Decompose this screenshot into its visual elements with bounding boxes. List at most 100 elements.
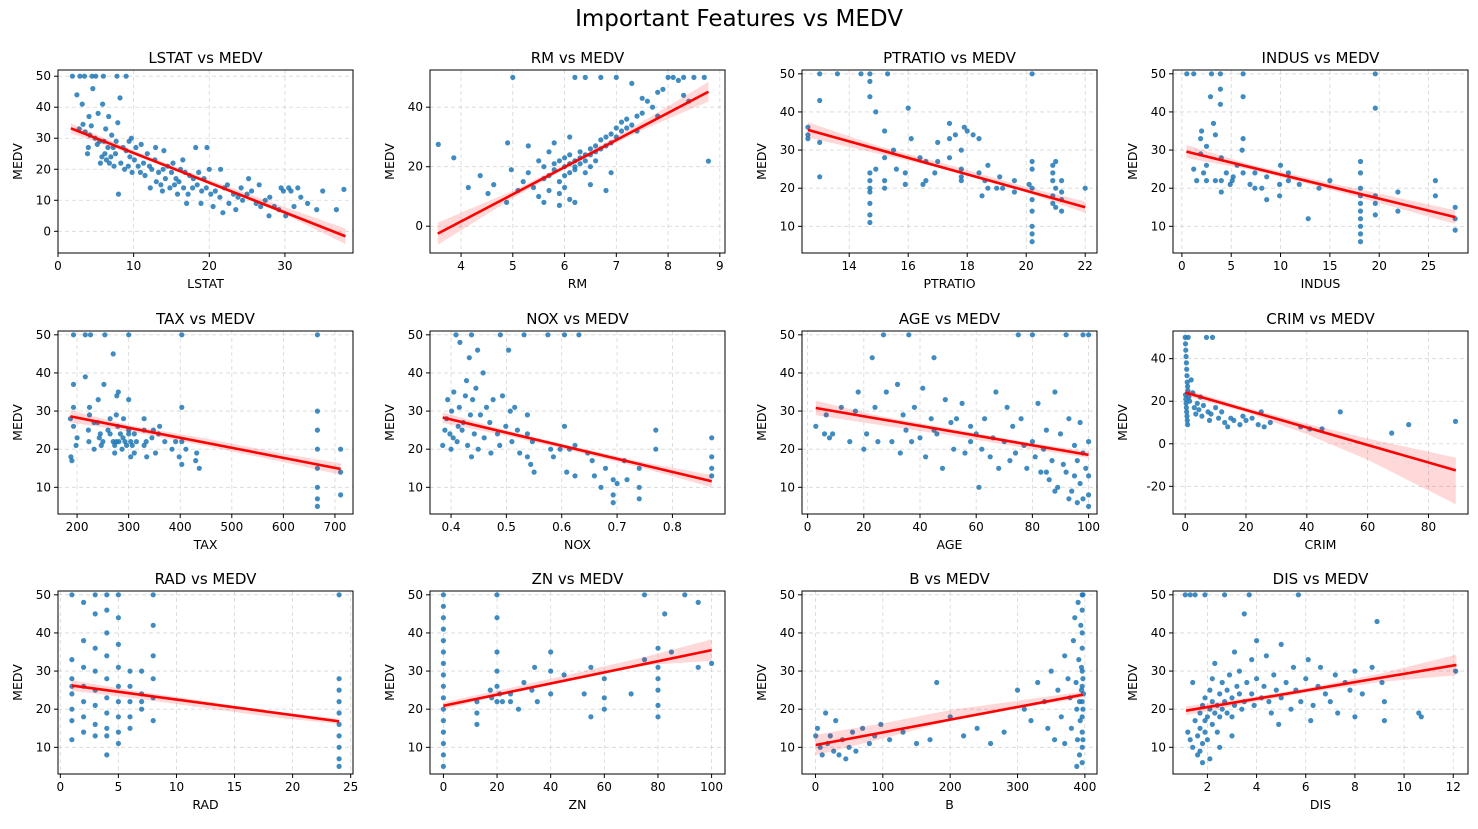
scatter-point — [1212, 710, 1218, 716]
scatter-point — [1243, 417, 1249, 423]
subplot: 2 4 6 8 10 12 10 20 30 40 50 DIS vs MEDV DIS MEDV — [1125, 570, 1469, 812]
y-axis-label: MEDV — [382, 664, 397, 701]
scatter-point — [588, 664, 594, 670]
scatter-point — [668, 649, 675, 655]
scatter-point — [520, 179, 526, 185]
scatter-point — [598, 74, 604, 80]
scatter-point — [653, 427, 659, 433]
scatter-point — [979, 193, 985, 199]
scatter-point — [985, 162, 991, 168]
scatter-point — [878, 721, 884, 728]
scatter-point — [440, 442, 446, 448]
scatter-point — [85, 427, 91, 433]
scatter-point — [494, 615, 500, 621]
plot-area — [813, 592, 1087, 770]
scatter-point — [80, 121, 86, 127]
scatter-point — [314, 332, 320, 338]
scatter-point — [1213, 405, 1219, 411]
x-tick-label: 100 — [1077, 520, 1100, 534]
scatter-point — [834, 71, 841, 77]
scatter-point — [69, 73, 75, 79]
scatter-point — [314, 465, 320, 471]
y-tick-label: 50 — [408, 588, 423, 602]
scatter-point — [336, 710, 342, 716]
x-axis-label: CRIM — [1305, 537, 1337, 552]
scatter-point — [179, 332, 185, 338]
x-axis-label: AGE — [937, 537, 963, 552]
scatter-point — [847, 439, 853, 445]
scatter-point — [564, 469, 570, 475]
scatter-point — [866, 740, 873, 747]
scatter-point — [1222, 592, 1228, 598]
scatter-point — [1079, 760, 1085, 766]
scatter-point — [1277, 193, 1283, 199]
scatter-point — [682, 592, 688, 598]
scatter-point — [1046, 477, 1052, 483]
scatter-point — [133, 144, 139, 151]
y-tick-label: 30 — [36, 131, 51, 145]
scatter-point — [882, 178, 888, 184]
scatter-point — [114, 73, 120, 79]
scatter-point — [150, 622, 156, 628]
scatter-point — [1075, 599, 1081, 606]
scatter-point — [477, 173, 483, 179]
x-tick-label: 0 — [1181, 520, 1189, 534]
regression-line — [70, 415, 341, 471]
scatter-point — [170, 160, 176, 166]
scatter-point — [1194, 178, 1200, 184]
scatter-point — [618, 119, 625, 125]
scatter-point — [587, 164, 594, 170]
scatter-point — [249, 188, 255, 194]
scatter-point — [146, 163, 153, 169]
scatter-point — [813, 423, 819, 429]
scatter-point — [1183, 353, 1189, 360]
scatter-point — [1074, 458, 1080, 464]
scatter-point — [1029, 439, 1035, 445]
scatter-point — [546, 149, 552, 155]
scatter-point — [1263, 653, 1269, 659]
scatter-point — [525, 143, 531, 149]
scatter-point — [465, 442, 471, 448]
scatter-point — [466, 355, 472, 361]
scatter-point — [1079, 630, 1085, 636]
scatter-point — [338, 446, 344, 452]
scatter-point — [153, 144, 159, 151]
scatter-point — [961, 733, 967, 739]
scatter-point — [291, 203, 297, 210]
scatter-point — [1395, 189, 1401, 195]
scatter-point — [996, 465, 1002, 471]
scatter-point — [104, 725, 110, 731]
scatter-point — [139, 668, 145, 674]
scatter-point — [1029, 185, 1035, 191]
scatter-point — [976, 170, 982, 176]
scatter-point — [1079, 683, 1085, 689]
scatter-point — [593, 143, 599, 149]
x-tick-label: 0.8 — [663, 520, 682, 534]
scatter-point — [964, 128, 970, 134]
scatter-point — [1212, 178, 1218, 184]
scatter-point — [826, 435, 833, 441]
scatter-point — [556, 158, 563, 164]
scatter-point — [562, 155, 568, 161]
scatter-point — [867, 219, 873, 226]
scatter-point — [1308, 718, 1314, 724]
scatter-point — [591, 473, 598, 479]
scatter-point — [103, 126, 109, 132]
scatter-point — [556, 190, 563, 197]
scatter-point — [440, 740, 446, 747]
scatter-point — [1216, 415, 1222, 421]
scatter-point — [1079, 699, 1085, 705]
scatter-point — [474, 710, 480, 716]
y-tick-label: 40 — [780, 105, 795, 119]
scatter-point — [467, 412, 473, 418]
scatter-point — [494, 431, 501, 437]
scatter-point — [206, 166, 212, 172]
scatter-point — [1026, 181, 1032, 187]
x-tick-label: 400 — [1073, 780, 1096, 794]
scatter-point — [601, 706, 607, 712]
scatter-point — [934, 679, 940, 686]
scatter-point — [314, 484, 320, 490]
scatter-point — [1357, 223, 1364, 229]
scatter-point — [624, 116, 630, 122]
y-tick-label: 40 — [1151, 626, 1166, 640]
